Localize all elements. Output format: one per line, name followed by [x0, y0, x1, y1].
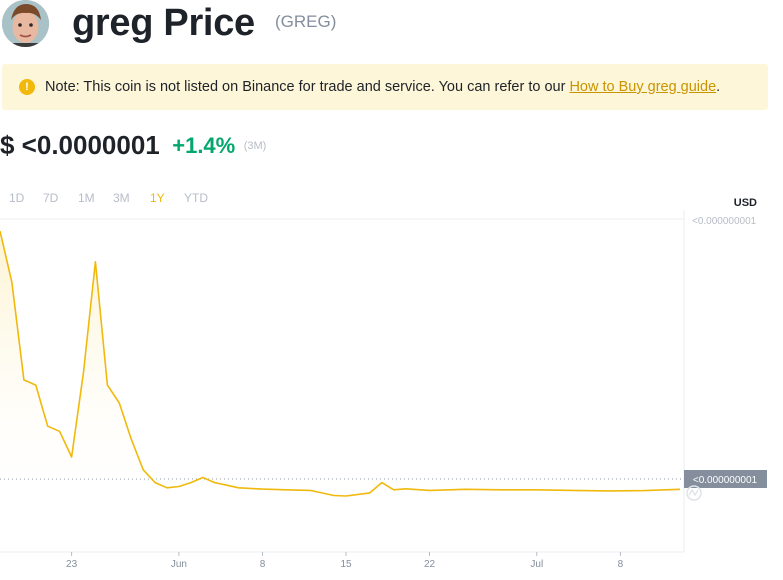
data-point	[368, 491, 371, 494]
data-point	[333, 494, 336, 497]
x-tick-label: 8	[260, 559, 266, 570]
price-area	[0, 231, 680, 496]
price-chart-svg: USD <0.000000001 <0.000000001 23 Jun 8 15 22…	[0, 197, 767, 570]
page-title: greg Price	[72, 2, 255, 44]
avatar-face-icon	[2, 0, 49, 47]
data-point	[261, 488, 264, 491]
data-point	[392, 488, 395, 491]
data-point	[607, 489, 610, 492]
data-point	[82, 371, 85, 374]
tab-1m[interactable]: 1M	[78, 191, 95, 205]
data-point	[428, 489, 431, 492]
price-change: +1.4%	[172, 132, 236, 158]
data-point	[34, 384, 37, 387]
x-tick-label: Jul	[530, 559, 543, 570]
tab-1d[interactable]: 1D	[9, 191, 25, 205]
coin-avatar	[2, 0, 49, 47]
data-point	[404, 487, 407, 490]
data-point	[177, 485, 180, 488]
current-value-badge	[684, 470, 767, 488]
x-tick-label: Jun	[171, 559, 187, 570]
coin-symbol: (GREG)	[275, 12, 337, 31]
current-value-label: <0.000000001	[693, 475, 758, 486]
data-point	[46, 425, 49, 428]
data-point	[118, 402, 121, 405]
data-point	[464, 488, 467, 491]
cmc-watermark-icon	[686, 485, 702, 501]
not-listed-notice: ! Note: This coin is not listed on Binan…	[2, 64, 768, 110]
x-tick-label: 22	[424, 559, 436, 570]
price-line	[0, 230, 681, 497]
data-point	[130, 438, 133, 441]
price-chart[interactable]: USD <0.000000001 <0.000000001 23 Jun 8 15 22…	[0, 195, 783, 575]
notice-period: .	[716, 79, 721, 95]
data-point	[380, 481, 383, 484]
data-point	[0, 230, 2, 233]
data-point	[500, 488, 503, 491]
price-area-fill	[0, 231, 680, 496]
price-series-line	[0, 230, 681, 497]
exclamation-icon: !	[19, 79, 35, 95]
data-point	[285, 488, 288, 491]
tab-1y[interactable]: 1Y	[150, 191, 165, 205]
price-summary: $ <0.0000001 +1.4% (3M)	[0, 130, 266, 164]
notice-text: Note: This coin is not listed on Binance…	[45, 79, 720, 95]
data-point	[643, 489, 646, 492]
data-point	[345, 495, 348, 498]
data-point	[189, 481, 192, 484]
data-point	[213, 481, 216, 484]
how-to-buy-link[interactable]: How to Buy greg guide	[569, 79, 717, 95]
data-point	[22, 378, 25, 381]
change-period: (3M)	[243, 139, 267, 152]
data-point	[309, 489, 312, 492]
data-point	[201, 476, 204, 479]
x-tick-label: 8	[618, 559, 624, 570]
data-point	[58, 430, 61, 433]
data-point	[142, 468, 145, 471]
tab-ytd[interactable]: YTD	[184, 191, 208, 205]
data-point	[571, 489, 574, 492]
data-point	[70, 456, 73, 459]
notice-message: Note: This coin is not listed on Binance…	[45, 79, 570, 95]
tab-3m[interactable]: 3M	[113, 191, 130, 205]
current-price: $ <0.0000001	[0, 130, 160, 160]
data-point	[94, 260, 97, 263]
data-point	[154, 481, 157, 484]
data-point	[679, 488, 682, 491]
y-tick-label: <0.000000001	[692, 216, 757, 227]
x-tick-label: 23	[66, 559, 78, 570]
x-axis-ticks: 23 Jun 8 15 22 Jul 8	[66, 552, 624, 570]
data-point	[225, 484, 228, 487]
data-point	[535, 488, 538, 491]
x-tick-label: 15	[340, 559, 352, 570]
data-point	[166, 486, 169, 489]
data-point	[106, 384, 109, 387]
coin-header: greg Price (GREG)	[0, 0, 783, 52]
currency-label: USD	[734, 197, 757, 209]
data-point	[237, 486, 240, 489]
data-point	[10, 281, 13, 284]
tab-7d[interactable]: 7D	[43, 191, 59, 205]
